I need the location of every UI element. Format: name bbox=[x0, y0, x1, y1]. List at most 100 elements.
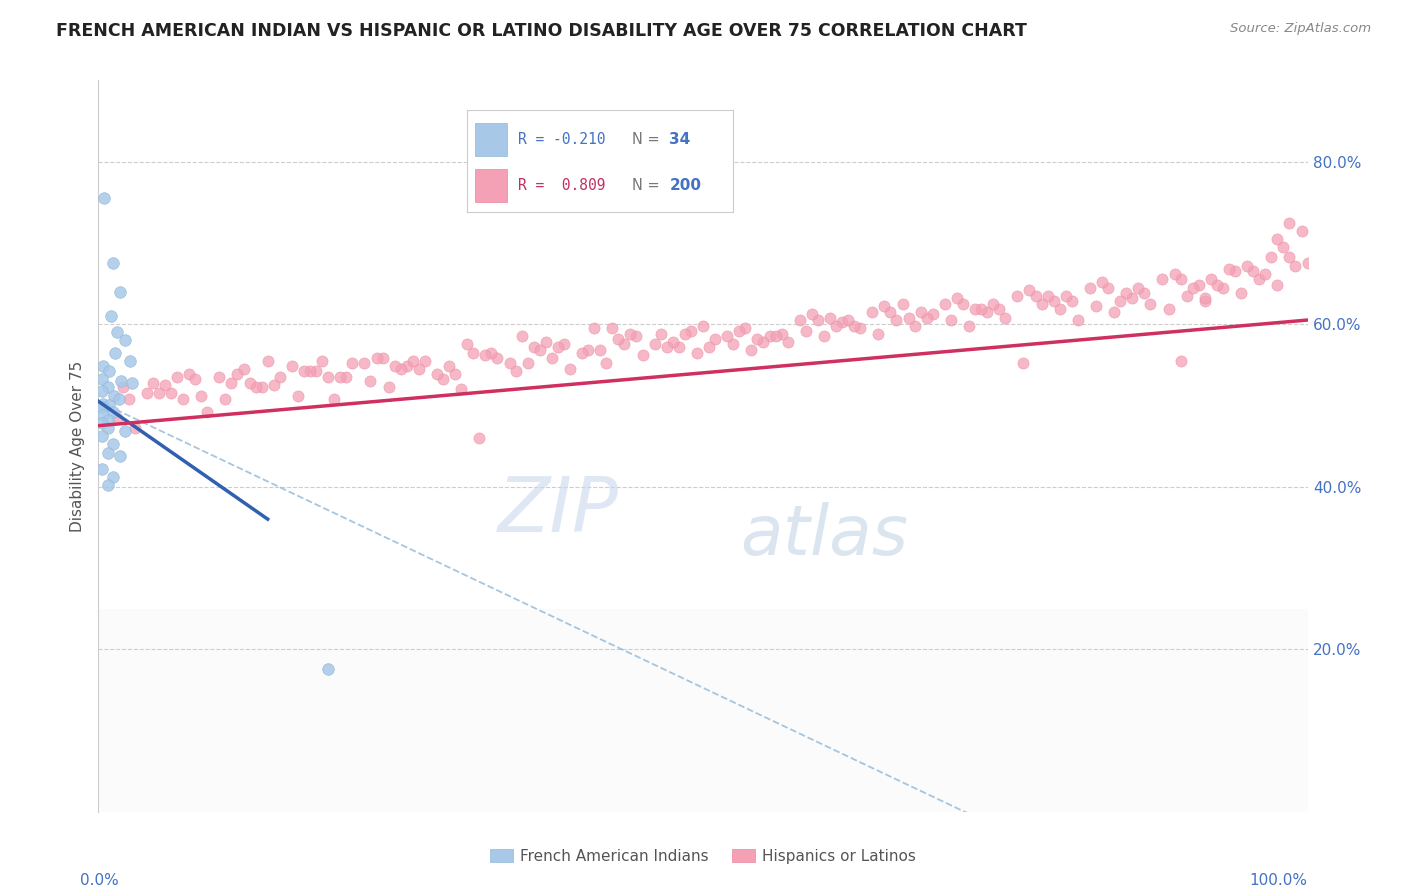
Point bbox=[101, 437, 124, 451]
Point bbox=[668, 340, 690, 354]
Point bbox=[195, 405, 218, 419]
Point bbox=[644, 337, 666, 351]
Point bbox=[360, 374, 382, 388]
Text: 0.0%: 0.0% bbox=[80, 872, 120, 888]
Point bbox=[413, 353, 436, 368]
Point bbox=[114, 425, 136, 439]
Point bbox=[263, 378, 285, 392]
Point bbox=[1267, 232, 1289, 246]
Point bbox=[1025, 288, 1047, 302]
Point bbox=[921, 307, 943, 321]
Point bbox=[583, 321, 606, 335]
Point bbox=[939, 313, 962, 327]
Point bbox=[104, 345, 127, 359]
Point bbox=[897, 310, 920, 325]
Point bbox=[970, 302, 993, 317]
Point bbox=[1223, 264, 1246, 278]
Point bbox=[432, 372, 454, 386]
Point bbox=[740, 343, 762, 357]
Point bbox=[305, 364, 328, 378]
Point bbox=[342, 356, 364, 370]
Point bbox=[108, 449, 131, 463]
Point bbox=[576, 343, 599, 357]
Point bbox=[468, 431, 491, 445]
Point bbox=[256, 353, 278, 368]
Point bbox=[91, 397, 114, 411]
Point bbox=[335, 370, 357, 384]
Point bbox=[97, 413, 120, 427]
Point bbox=[662, 334, 685, 349]
Point bbox=[281, 359, 304, 374]
Point bbox=[1031, 297, 1053, 311]
Point bbox=[794, 324, 817, 338]
Point bbox=[1091, 275, 1114, 289]
Point bbox=[686, 345, 709, 359]
Point bbox=[813, 329, 835, 343]
Point bbox=[571, 345, 593, 359]
Point bbox=[800, 307, 823, 321]
Point bbox=[904, 318, 927, 333]
Point bbox=[91, 400, 114, 414]
Point bbox=[98, 364, 121, 378]
Point bbox=[184, 372, 207, 386]
Point bbox=[1049, 302, 1071, 317]
Point bbox=[965, 302, 987, 317]
Point bbox=[934, 297, 956, 311]
Point bbox=[1267, 278, 1289, 293]
Point bbox=[1097, 280, 1119, 294]
Point bbox=[239, 376, 262, 390]
Point bbox=[1236, 259, 1258, 273]
Point bbox=[1163, 267, 1185, 281]
Point bbox=[190, 389, 212, 403]
Point bbox=[124, 421, 146, 435]
Point bbox=[807, 313, 830, 327]
Point bbox=[103, 389, 125, 403]
Point bbox=[463, 345, 485, 359]
Point bbox=[402, 353, 425, 368]
Point bbox=[1007, 288, 1029, 302]
Point bbox=[679, 324, 702, 338]
Point bbox=[389, 361, 412, 376]
Point bbox=[450, 382, 472, 396]
Point bbox=[97, 478, 120, 492]
Point bbox=[728, 324, 751, 338]
Point bbox=[1121, 291, 1143, 305]
Point bbox=[523, 340, 546, 354]
Point bbox=[172, 392, 194, 406]
Point bbox=[1170, 272, 1192, 286]
Point bbox=[650, 326, 672, 341]
Point bbox=[886, 313, 908, 327]
Point bbox=[98, 398, 121, 412]
Point bbox=[607, 332, 630, 346]
Point bbox=[1078, 280, 1101, 294]
Point bbox=[101, 470, 124, 484]
Point bbox=[269, 370, 291, 384]
Point bbox=[844, 318, 866, 333]
Point bbox=[1102, 305, 1125, 319]
Bar bbox=[98, 608, 1308, 812]
Point bbox=[1133, 286, 1156, 301]
Point bbox=[849, 321, 872, 335]
Point bbox=[873, 299, 896, 313]
Point bbox=[384, 359, 406, 374]
Point bbox=[910, 305, 932, 319]
Point bbox=[516, 356, 538, 370]
Point bbox=[752, 334, 775, 349]
Point bbox=[540, 351, 562, 366]
Point bbox=[299, 364, 322, 378]
Point bbox=[292, 364, 315, 378]
Point bbox=[1012, 356, 1035, 370]
Point bbox=[395, 359, 418, 374]
Point bbox=[789, 313, 811, 327]
Point bbox=[1254, 267, 1277, 281]
Point bbox=[1175, 288, 1198, 302]
Point bbox=[208, 370, 231, 384]
Point bbox=[91, 359, 114, 374]
Point bbox=[547, 340, 569, 354]
Point bbox=[1241, 264, 1264, 278]
Point bbox=[1206, 278, 1229, 293]
Point bbox=[915, 310, 938, 325]
Point bbox=[988, 302, 1011, 317]
Point bbox=[108, 392, 131, 406]
Point bbox=[860, 305, 883, 319]
